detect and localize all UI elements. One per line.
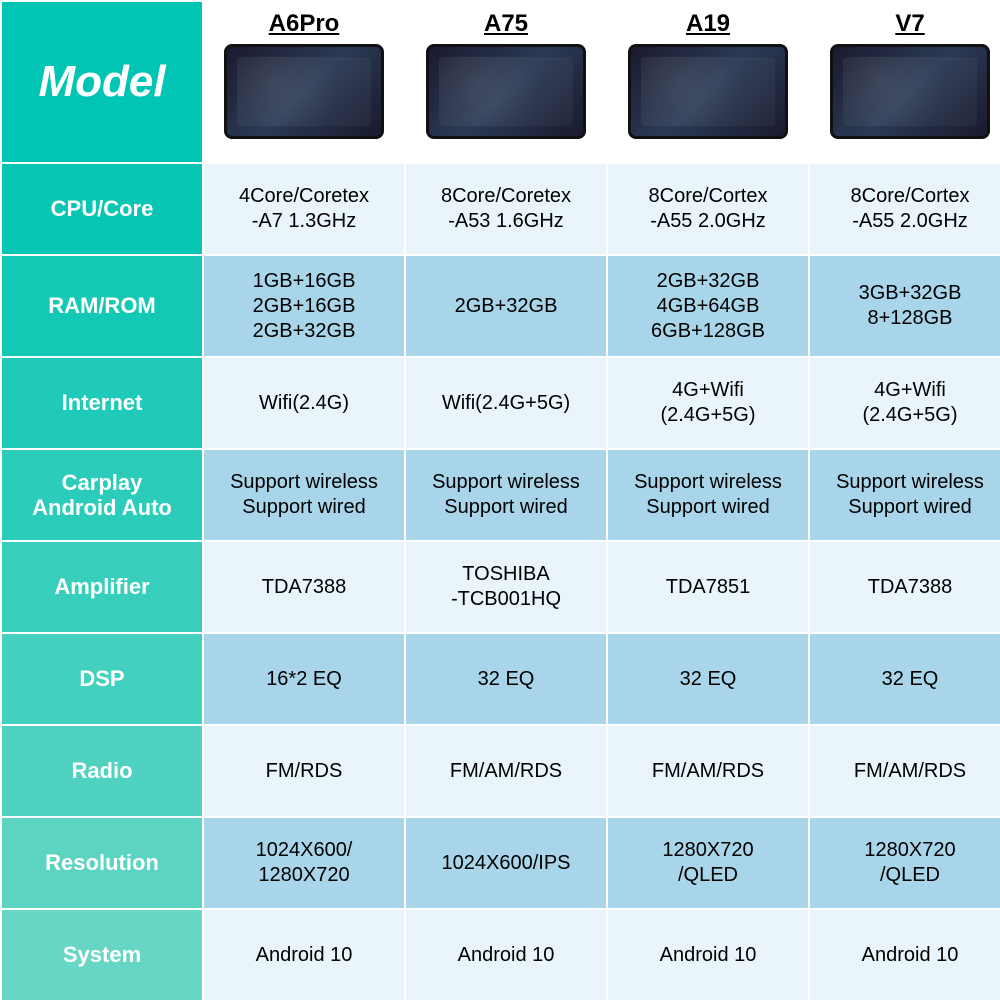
device-thumb-a19 [628, 44, 788, 139]
cell-cpu-v7: 8Core/Cortex-A55 2.0GHz [810, 164, 1000, 254]
model-header-v7: V7 [810, 2, 1000, 162]
cell-res-v7: 1280X720/QLED [810, 818, 1000, 908]
cell-carplay-a6pro: Support wirelessSupport wired [204, 450, 404, 540]
model-header-a19: A19 [608, 2, 808, 162]
device-thumb-a75 [426, 44, 586, 139]
row-label-res: Resolution [2, 818, 202, 908]
cell-cpu-a6pro: 4Core/Coretex-A7 1.3GHz [204, 164, 404, 254]
cell-amp-a19: TDA7851 [608, 542, 808, 632]
model-header-a75: A75 [406, 2, 606, 162]
cell-amp-v7: TDA7388 [810, 542, 1000, 632]
cell-cpu-a19: 8Core/Cortex-A55 2.0GHz [608, 164, 808, 254]
model-name: A6Pro [269, 10, 340, 37]
row-label-system: System [2, 910, 202, 1000]
model-name: A19 [686, 10, 730, 37]
model-header-a6pro: A6Pro [204, 2, 404, 162]
model-name: V7 [895, 10, 924, 37]
device-thumb-a6pro [224, 44, 384, 139]
row-label-carplay: CarplayAndroid Auto [2, 450, 202, 540]
cell-ram-a19: 2GB+32GB4GB+64GB6GB+128GB [608, 256, 808, 356]
model-name: A75 [484, 10, 528, 37]
cell-ram-v7: 3GB+32GB8+128GB [810, 256, 1000, 356]
row-label-radio: Radio [2, 726, 202, 816]
cell-radio-a6pro: FM/RDS [204, 726, 404, 816]
cell-dsp-a6pro: 16*2 EQ [204, 634, 404, 724]
cell-ram-a6pro: 1GB+16GB2GB+16GB2GB+32GB [204, 256, 404, 356]
cell-cpu-a75: 8Core/Coretex-A53 1.6GHz [406, 164, 606, 254]
cell-amp-a75: TOSHIBA-TCB001HQ [406, 542, 606, 632]
cell-net-a6pro: Wifi(2.4G) [204, 358, 404, 448]
cell-res-a19: 1280X720/QLED [608, 818, 808, 908]
cell-carplay-v7: Support wirelessSupport wired [810, 450, 1000, 540]
cell-net-a75: Wifi(2.4G+5G) [406, 358, 606, 448]
cell-carplay-a19: Support wirelessSupport wired [608, 450, 808, 540]
comparison-table: Model A6Pro A75 A19 V7 CPU/Core 4Core/Co… [0, 0, 1000, 1002]
cell-res-a6pro: 1024X600/1280X720 [204, 818, 404, 908]
cell-dsp-v7: 32 EQ [810, 634, 1000, 724]
cell-carplay-a75: Support wirelessSupport wired [406, 450, 606, 540]
cell-sys-a75: Android 10 [406, 910, 606, 1000]
cell-net-v7: 4G+Wifi(2.4G+5G) [810, 358, 1000, 448]
cell-sys-a6pro: Android 10 [204, 910, 404, 1000]
cell-dsp-a19: 32 EQ [608, 634, 808, 724]
row-label-amp: Amplifier [2, 542, 202, 632]
row-label-dsp: DSP [2, 634, 202, 724]
cell-radio-a19: FM/AM/RDS [608, 726, 808, 816]
row-label-ram: RAM/ROM [2, 256, 202, 356]
cell-radio-a75: FM/AM/RDS [406, 726, 606, 816]
cell-amp-a6pro: TDA7388 [204, 542, 404, 632]
cell-sys-a19: Android 10 [608, 910, 808, 1000]
cell-net-a19: 4G+Wifi(2.4G+5G) [608, 358, 808, 448]
row-label-internet: Internet [2, 358, 202, 448]
device-thumb-v7 [830, 44, 990, 139]
row-label-model: Model [2, 2, 202, 162]
cell-res-a75: 1024X600/IPS [406, 818, 606, 908]
cell-sys-v7: Android 10 [810, 910, 1000, 1000]
cell-radio-v7: FM/AM/RDS [810, 726, 1000, 816]
cell-dsp-a75: 32 EQ [406, 634, 606, 724]
cell-ram-a75: 2GB+32GB [406, 256, 606, 356]
row-label-cpu: CPU/Core [2, 164, 202, 254]
